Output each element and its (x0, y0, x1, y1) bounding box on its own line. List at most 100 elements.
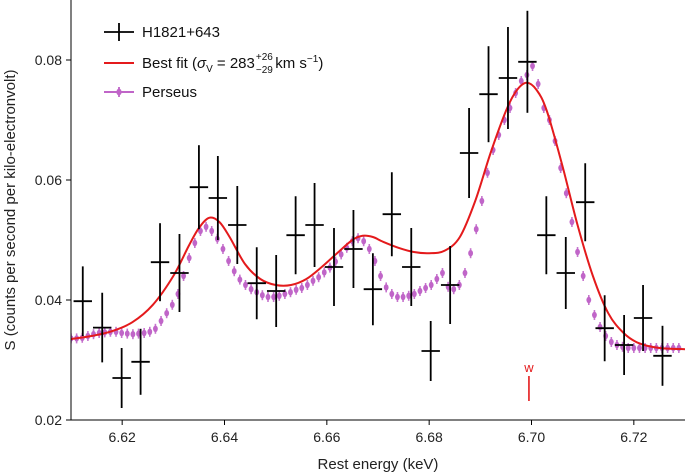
perseus-series (71, 61, 682, 353)
h1821-point (537, 196, 556, 275)
perseus-point (304, 280, 310, 290)
x-tick-label: 6.70 (518, 429, 545, 445)
svg-text:+26: +26 (256, 52, 273, 63)
legend: H1821+643 Best fit (σV = 283 km s−1)+26 −2… (104, 23, 323, 101)
perseus-point (535, 79, 541, 89)
h1821-point (633, 285, 653, 351)
y-tick-label: 0.04 (35, 292, 62, 308)
h1821-point (170, 234, 189, 312)
perseus-point (119, 328, 125, 338)
best-fit-line (71, 81, 685, 351)
perseus-point (96, 328, 102, 338)
perseus-point (231, 266, 237, 277)
perseus-point (299, 283, 305, 293)
perseus-point (91, 329, 96, 340)
svg-text:km s−1): km s−1) (275, 54, 323, 72)
annotation-label: w (523, 360, 534, 375)
h1821-point (382, 172, 402, 257)
perseus-point (423, 283, 428, 293)
x-axis-label: Rest energy (keV) (318, 456, 439, 473)
h1821-point (131, 328, 150, 395)
perseus-point (597, 322, 603, 332)
best-fit-series (71, 81, 685, 351)
perseus-point (248, 284, 254, 295)
perseus-point (417, 286, 423, 296)
perseus-point (141, 328, 147, 338)
perseus-point (473, 224, 479, 235)
h1821-point (576, 163, 595, 242)
perseus-point (259, 290, 265, 301)
svg-text:H1821+643: H1821+643 (142, 24, 220, 41)
h1821-point (208, 156, 228, 240)
y-axis-label: S (counts per second per kilo-electronvo… (2, 70, 19, 351)
perseus-point (440, 268, 445, 278)
h1821-point (189, 145, 209, 230)
perseus-point (580, 271, 586, 281)
h1821-series (73, 10, 672, 408)
x-tick-label: 6.64 (211, 429, 238, 445)
h1821-point (73, 266, 92, 336)
x-tick-label: 6.72 (620, 429, 647, 445)
perseus-point (563, 188, 569, 199)
y-tick-label: 0.06 (35, 172, 62, 188)
perseus-point (366, 244, 372, 254)
y-tick-label: 0.02 (35, 412, 62, 428)
perseus-point (220, 244, 226, 254)
perseus-point (316, 272, 322, 283)
perseus-point (637, 343, 642, 353)
perseus-point (265, 292, 271, 302)
perseus-point (468, 248, 474, 259)
perseus-point (575, 247, 580, 257)
perseus-point (203, 221, 209, 232)
x-tick-label: 6.68 (416, 429, 443, 445)
perseus-point (406, 290, 412, 301)
h1821-point (556, 237, 575, 309)
perseus-point (434, 274, 440, 284)
perseus-point (237, 274, 243, 285)
perseus-point (226, 256, 231, 266)
perseus-point (288, 287, 293, 298)
perseus-point (124, 328, 130, 339)
perseus-point (338, 249, 344, 260)
h1821-point (653, 325, 672, 386)
h1821-point (266, 255, 286, 327)
legend-entry-h1821: H1821+643 (104, 23, 220, 41)
y-tick-label: 0.08 (35, 52, 62, 68)
h1821-point (286, 196, 305, 275)
h1821-point (614, 315, 634, 375)
perseus-point (243, 280, 248, 290)
perseus-point (428, 280, 434, 290)
svg-text:Perseus: Perseus (142, 84, 197, 101)
h1821-point (459, 108, 479, 198)
perseus-point (383, 282, 389, 293)
h1821-point (363, 253, 383, 326)
perseus-point (485, 167, 490, 178)
h1821-point (112, 348, 131, 408)
perseus-point (608, 337, 614, 347)
h1821-point (150, 223, 170, 302)
perseus-point (169, 299, 175, 310)
h1821-point (498, 27, 518, 129)
h1821-point (421, 321, 440, 381)
perseus-point (321, 267, 327, 278)
perseus-point (462, 268, 468, 278)
h1821-point (344, 210, 363, 288)
perseus-point (164, 308, 170, 319)
perseus-point (479, 196, 485, 206)
perseus-point (276, 290, 282, 301)
perseus-point (648, 343, 654, 353)
perseus-point (186, 253, 192, 263)
legend-entry-best-fit: Best fit (σV = 283 km s−1)+26 −29 (104, 52, 323, 76)
perseus-point (147, 326, 153, 337)
perseus-point (411, 289, 417, 299)
x-tick-label: 6.66 (313, 429, 340, 445)
annotation-w: w (523, 360, 534, 401)
perseus-point (361, 236, 367, 247)
h1821-point (440, 246, 460, 324)
perseus-point (293, 284, 299, 295)
perseus-point (400, 292, 406, 302)
perseus-point (395, 292, 400, 302)
perseus-point (153, 323, 158, 334)
perseus-point (130, 329, 136, 340)
